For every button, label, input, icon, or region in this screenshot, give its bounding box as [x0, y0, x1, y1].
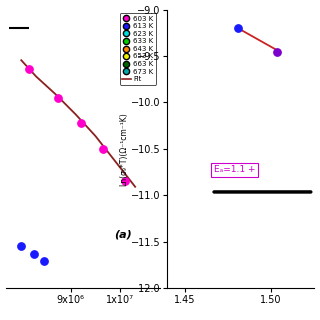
Point — [56, 96, 61, 101]
Point — [31, 251, 36, 256]
Point — [123, 179, 128, 184]
Text: (a): (a) — [114, 230, 132, 240]
Point — [275, 50, 280, 55]
Text: Eₐ=1.1 +: Eₐ=1.1 + — [214, 165, 256, 174]
Point — [19, 244, 24, 249]
Point — [100, 146, 106, 151]
Point — [26, 67, 31, 72]
Legend: 603 K, 613 K, 623 K, 633 K, 643 K, 653 K, 663 K, 673 K, Fit: 603 K, 613 K, 623 K, 633 K, 643 K, 653 K… — [119, 13, 156, 85]
Point — [236, 26, 241, 31]
Point — [41, 258, 46, 263]
Point — [78, 121, 83, 126]
Y-axis label: Ln(σ₉*T)(Ω⁻¹cm⁻¹K): Ln(σ₉*T)(Ω⁻¹cm⁻¹K) — [119, 112, 128, 186]
